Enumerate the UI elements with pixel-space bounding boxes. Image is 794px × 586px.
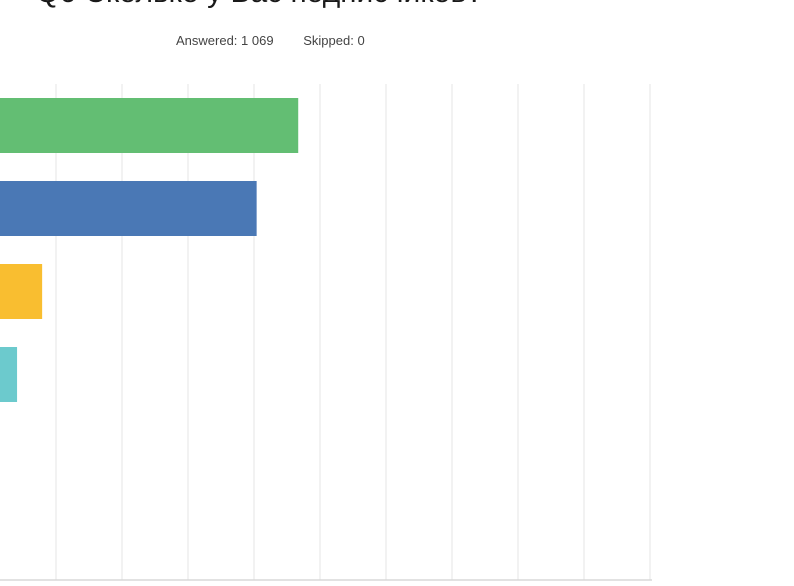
bar-1 [0, 98, 299, 153]
question-title: Q6 Сколько у Вас подписчиков? [36, 0, 483, 10]
chart-bars [0, 98, 299, 402]
response-summary: Answered: 1 069 Skipped: 0 [176, 33, 365, 48]
bar-2 [0, 181, 257, 236]
bar-3 [0, 264, 43, 319]
answered-label: Answered: [176, 33, 238, 48]
skipped-value: 0 [357, 33, 365, 48]
skipped-label: Skipped: [303, 33, 354, 48]
answered-count: Answered: 1 069 [176, 33, 274, 48]
bar-4 [0, 347, 18, 402]
answered-value: 1 069 [241, 33, 274, 48]
chart-gridlines [55, 84, 651, 580]
skipped-count: Skipped: 0 [303, 33, 364, 48]
